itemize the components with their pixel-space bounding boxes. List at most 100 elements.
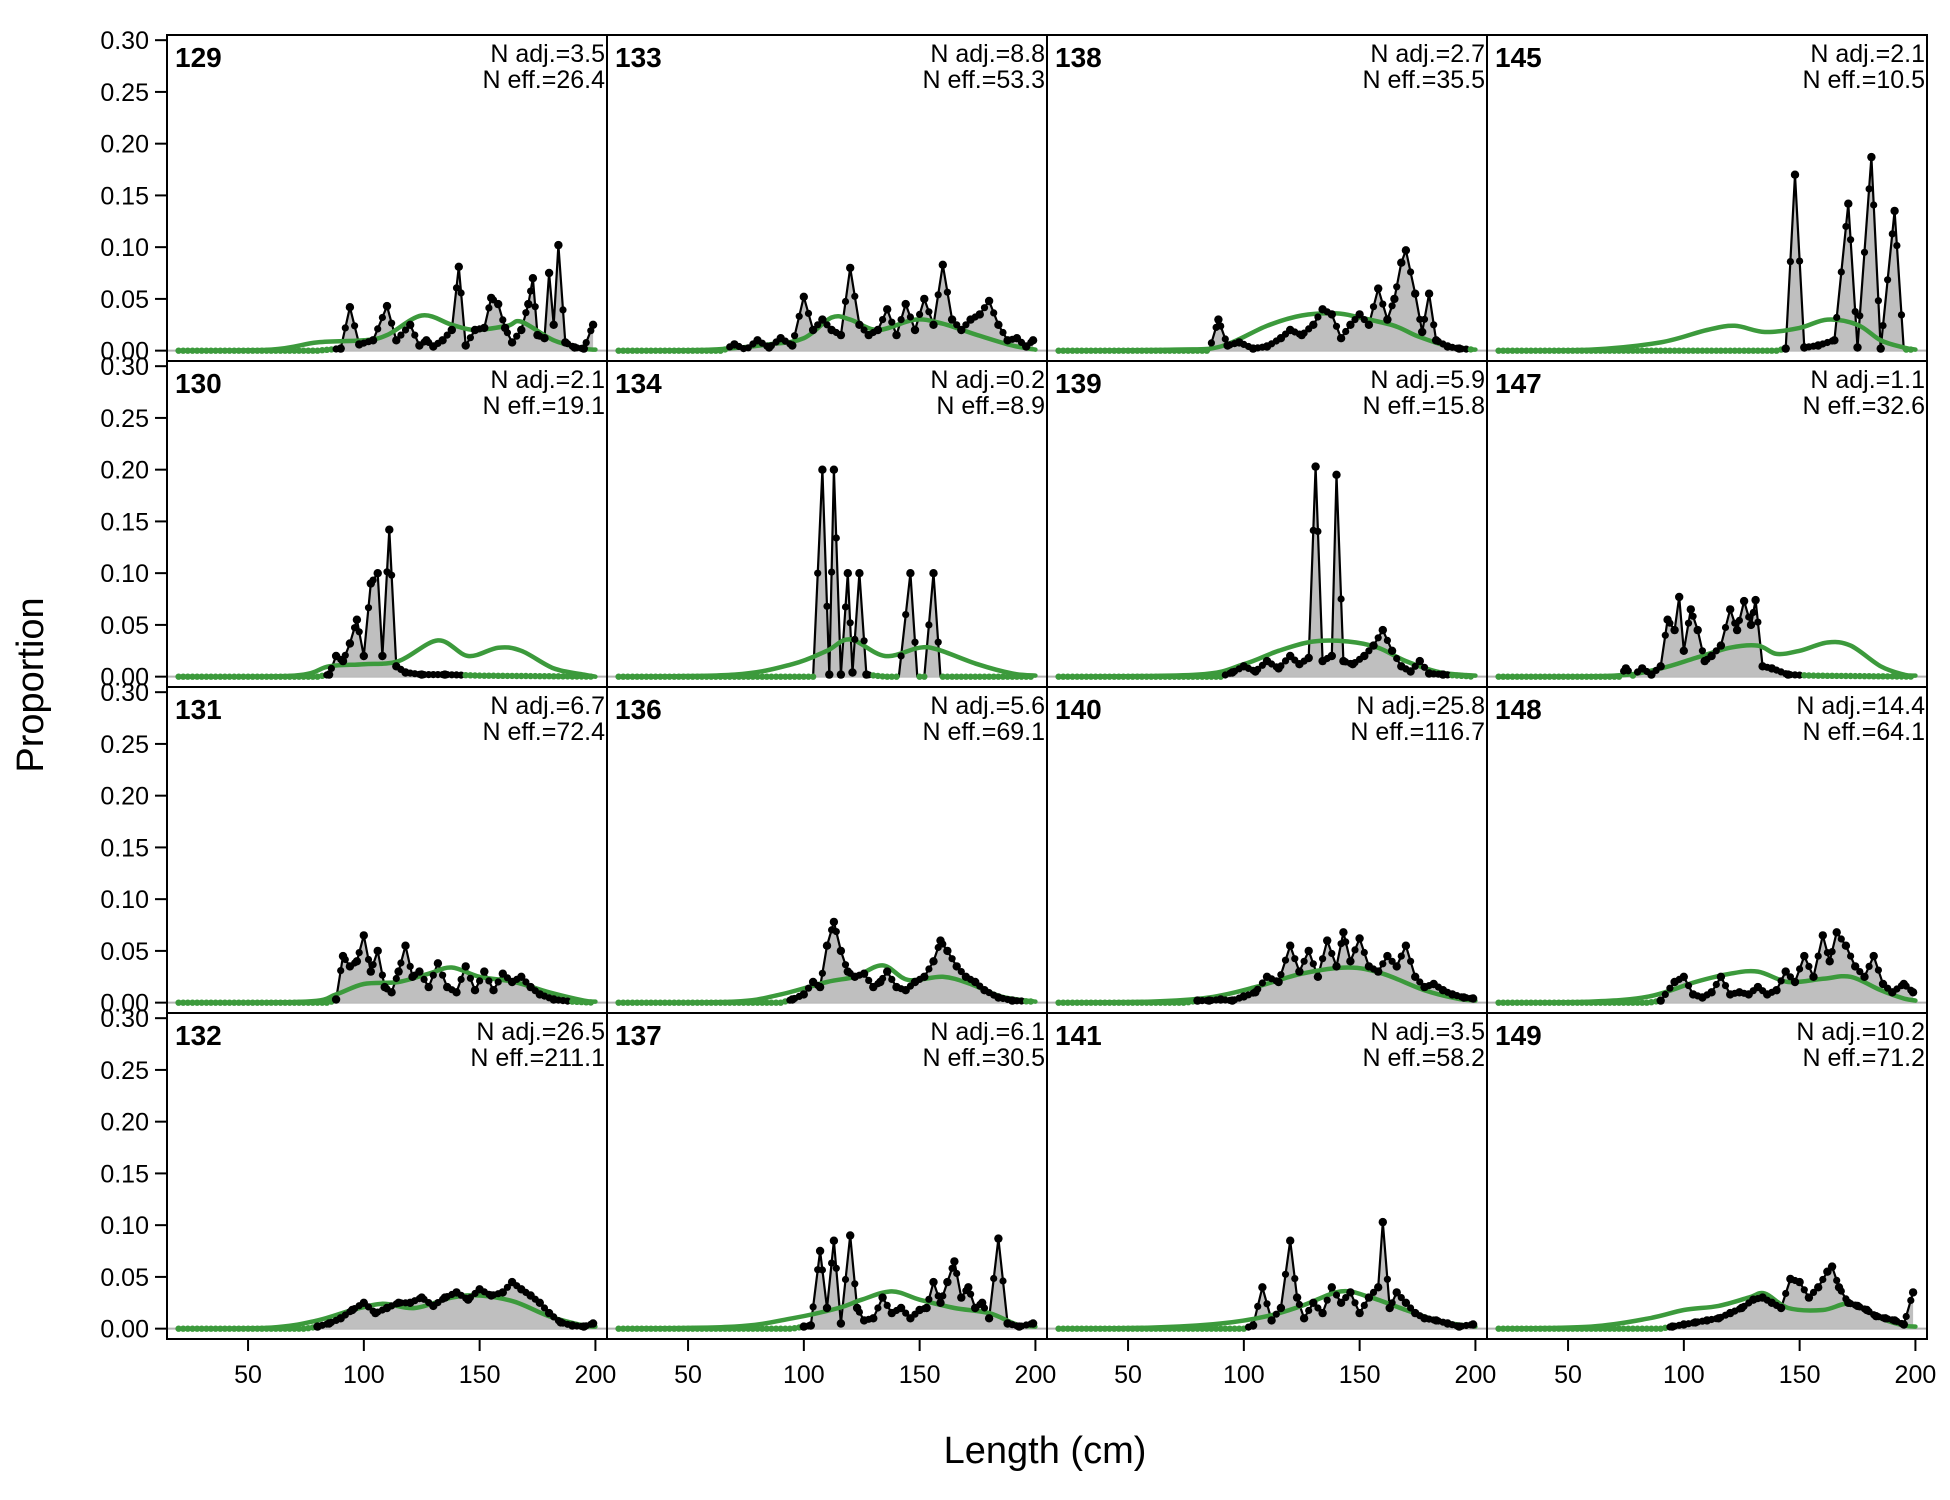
panel-id-label: 148 [1495, 694, 1542, 725]
observed-point [1611, 999, 1618, 1006]
observed-point [1509, 1325, 1516, 1332]
observed-point [1532, 999, 1539, 1006]
observed-point [638, 347, 645, 354]
observed-point [897, 652, 905, 660]
observed-point [263, 673, 270, 680]
observed-point [212, 347, 219, 354]
observed-point [1753, 982, 1763, 992]
observed-point [1228, 996, 1237, 1005]
observed-point [1679, 646, 1689, 655]
observed-point [629, 347, 636, 354]
observed-point [1569, 1325, 1576, 1332]
observed-point [1390, 294, 1399, 304]
observed-point [961, 972, 971, 981]
observed-point [1856, 672, 1864, 680]
observed-point [1277, 971, 1285, 979]
observed-point [1652, 347, 1660, 354]
y-tick-label: 0.15 [100, 834, 149, 862]
observed-point [1311, 462, 1320, 471]
observed-point [1022, 673, 1030, 680]
observed-point [466, 334, 474, 342]
panel-id-label: 134 [615, 368, 662, 399]
observed-point [517, 1285, 526, 1294]
observed-point [467, 672, 474, 679]
observed-point [1185, 1325, 1192, 1332]
observed-point [1758, 662, 1767, 671]
observed-point [1790, 977, 1800, 987]
observed-point [1027, 673, 1035, 680]
observed-point [240, 1325, 247, 1332]
observed-point [1537, 347, 1544, 354]
observed-point [457, 671, 465, 679]
observed-point [994, 320, 1003, 329]
observed-point [1374, 634, 1382, 642]
observed-point [666, 347, 673, 354]
observed-point [258, 999, 266, 1006]
observed-point [1314, 527, 1322, 536]
observed-point [680, 673, 687, 680]
observed-point [1824, 672, 1831, 679]
observed-point [901, 986, 910, 995]
observed-point [573, 673, 581, 680]
observed-point [1236, 1325, 1243, 1332]
observed-point [466, 974, 474, 982]
observed-point [394, 967, 403, 976]
observed-point [1878, 979, 1888, 989]
panel-plot-area [607, 260, 1047, 354]
observed-point [244, 999, 252, 1006]
observed-point [1027, 998, 1035, 1005]
observed-point [1767, 664, 1777, 673]
observed-point [897, 316, 905, 324]
observed-point [397, 331, 405, 339]
observed-point [1786, 258, 1794, 266]
observed-point [439, 971, 447, 979]
panel-id-label: 138 [1055, 42, 1102, 73]
observed-point [1721, 982, 1730, 990]
observed-point [300, 347, 307, 354]
observed-point [1304, 653, 1313, 663]
observed-point [1714, 1314, 1723, 1323]
observed-point [1592, 347, 1600, 354]
observed-point [1458, 672, 1465, 679]
observed-point [1869, 951, 1878, 961]
panel-141: 141 N adj.=3.5N eff.=58.2 [1046, 1012, 1488, 1340]
observed-point [615, 1325, 622, 1332]
observed-point [694, 1325, 701, 1332]
observed-point [1569, 999, 1576, 1006]
observed-point [1189, 673, 1197, 680]
observed-point [382, 301, 392, 311]
observed-point [1453, 672, 1461, 679]
observed-point [1078, 999, 1085, 1006]
observed-point [1239, 662, 1249, 671]
observed-point [1364, 320, 1374, 329]
observed-point [1276, 334, 1286, 343]
observed-point [1430, 321, 1438, 329]
observed-point [221, 347, 229, 354]
observed-point [925, 1295, 933, 1303]
observed-point [286, 999, 293, 1006]
observed-point [583, 673, 590, 680]
observed-point [745, 673, 752, 680]
observed-point [535, 990, 544, 999]
observed-point [620, 999, 627, 1006]
observed-point [226, 1325, 233, 1332]
observed-point [1129, 673, 1136, 680]
observed-point [244, 347, 252, 354]
observed-point [1684, 982, 1693, 990]
observed-point [573, 998, 581, 1005]
observed-point [1805, 962, 1813, 971]
observed-point [1411, 1308, 1420, 1318]
observed-point [1467, 673, 1475, 680]
observed-point [480, 967, 489, 976]
observed-point [1532, 1325, 1539, 1332]
observed-point [1297, 330, 1306, 340]
observed-point [568, 1321, 577, 1330]
observed-point [1180, 1325, 1187, 1332]
observed-point [1228, 668, 1237, 677]
n-adj-label: N adj.=2.1 [490, 366, 605, 394]
observed-point [1069, 673, 1076, 680]
observed-point [1397, 662, 1406, 671]
observed-point [587, 673, 594, 680]
observed-point [921, 673, 928, 680]
observed-point [1073, 1325, 1081, 1332]
